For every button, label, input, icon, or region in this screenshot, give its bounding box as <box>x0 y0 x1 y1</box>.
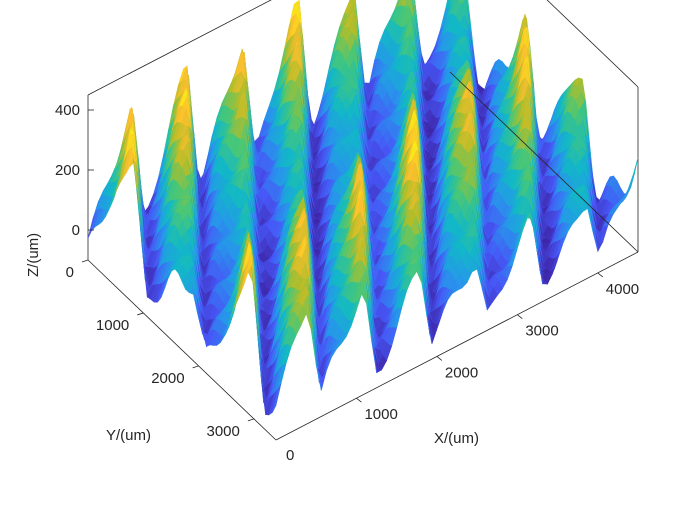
x-axis-label: X/(um) <box>434 430 479 447</box>
x-tick-mark <box>517 314 523 319</box>
axes-box-front <box>87 71 639 441</box>
z-tick-label: 0 <box>72 222 80 239</box>
x-tick-label: 1000 <box>364 406 397 423</box>
axis-ticks: 1000 2000 3000 4000 0 1000 2000 3000 0 200 400 <box>55 102 639 440</box>
surface-patch <box>272 383 282 413</box>
box-edge-back-top-y <box>546 0 639 88</box>
y-tick-mark <box>192 365 199 369</box>
x-tick-label: 2000 <box>445 364 478 381</box>
x-tick-label: 3000 <box>525 323 558 340</box>
x-tick-mark <box>436 356 443 361</box>
y-tick-label: 2000 <box>151 370 184 387</box>
z-tick-label: 200 <box>55 162 80 179</box>
y-axis-label: Y/(um) <box>106 427 151 444</box>
box-edge-floor-y <box>87 259 277 441</box>
y-tick-label: 3000 <box>207 423 240 440</box>
x-tick-mark <box>597 272 604 278</box>
box-edge-back-top-x <box>87 0 272 96</box>
surface-mesh <box>87 0 639 416</box>
y-tick-label: 1000 <box>96 317 129 334</box>
box-edge-floor-x <box>275 251 639 441</box>
y-tick-mark <box>137 312 144 316</box>
z-tick-label: 400 <box>55 102 80 119</box>
y-tick-label: 0 <box>66 264 74 281</box>
x-tick-mark <box>356 397 362 403</box>
box-edge-floor-back <box>449 71 639 253</box>
z-axis-label: Z/(um) <box>25 233 42 277</box>
y-tick-mark <box>81 259 89 263</box>
y-tick-mark <box>247 418 255 422</box>
y-corner-tick-label: 0 <box>286 447 294 464</box>
x-tick-label: 4000 <box>606 281 639 298</box>
